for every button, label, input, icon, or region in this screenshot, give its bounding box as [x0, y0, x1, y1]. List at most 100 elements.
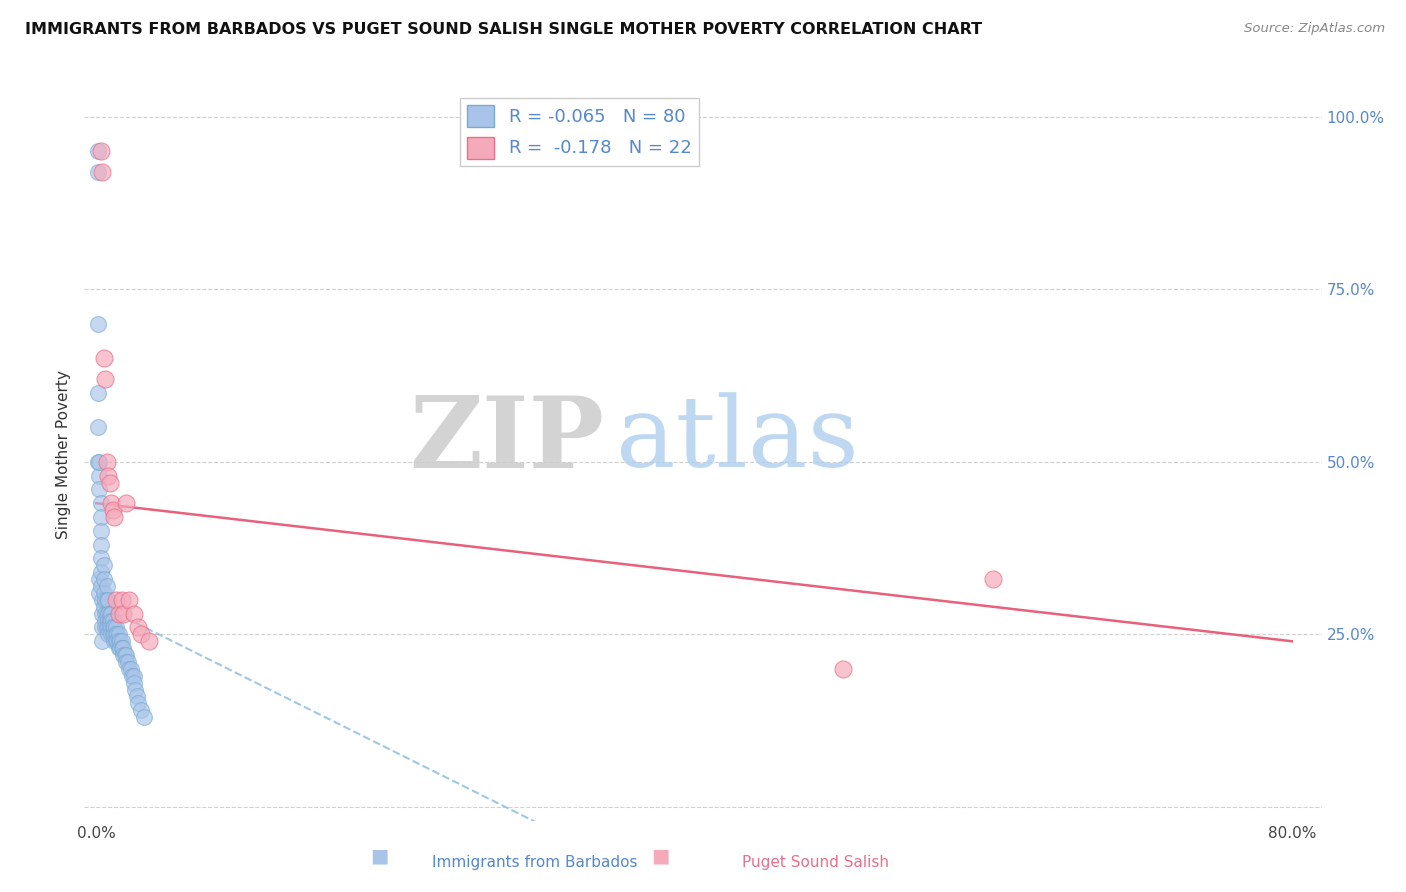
Point — [98, 614, 121, 628]
Point — [115, 496, 138, 510]
Point — [100, 627, 122, 641]
Point — [96, 455, 118, 469]
Point — [90, 510, 112, 524]
Point — [122, 675, 145, 690]
Point — [97, 614, 120, 628]
Point — [90, 579, 112, 593]
Point — [101, 614, 124, 628]
Point — [87, 165, 110, 179]
Text: ■: ■ — [370, 847, 389, 865]
Point — [134, 710, 156, 724]
Point — [101, 503, 124, 517]
Point — [98, 475, 121, 490]
Point — [124, 682, 146, 697]
Point — [87, 145, 110, 159]
Point — [100, 496, 122, 510]
Point — [981, 572, 1004, 586]
Point — [87, 385, 110, 400]
Point — [87, 420, 110, 434]
Point — [98, 620, 121, 634]
Point — [138, 634, 160, 648]
Point — [120, 662, 142, 676]
Point — [107, 607, 129, 621]
Point — [100, 607, 122, 621]
Point — [122, 669, 145, 683]
Point — [118, 662, 141, 676]
Point — [91, 592, 114, 607]
Point — [97, 592, 120, 607]
Point — [112, 648, 135, 662]
Point — [111, 634, 134, 648]
Point — [101, 620, 124, 634]
Text: ZIP: ZIP — [409, 392, 605, 489]
Point — [121, 669, 143, 683]
Point — [94, 372, 117, 386]
Point — [93, 572, 115, 586]
Point — [87, 455, 110, 469]
Point — [94, 592, 117, 607]
Point — [104, 620, 127, 634]
Point — [105, 627, 128, 641]
Point — [118, 592, 141, 607]
Point — [100, 620, 122, 634]
Point — [112, 641, 135, 656]
Text: Immigrants from Barbados: Immigrants from Barbados — [432, 855, 637, 870]
Text: IMMIGRANTS FROM BARBADOS VS PUGET SOUND SALISH SINGLE MOTHER POVERTY CORRELATION: IMMIGRANTS FROM BARBADOS VS PUGET SOUND … — [25, 22, 983, 37]
Text: ■: ■ — [651, 847, 671, 865]
Point — [122, 607, 145, 621]
Point — [129, 703, 152, 717]
Point — [96, 607, 118, 621]
Point — [101, 627, 124, 641]
Point — [87, 317, 110, 331]
Point — [97, 620, 120, 634]
Point — [90, 496, 112, 510]
Point — [112, 607, 135, 621]
Point — [100, 614, 122, 628]
Y-axis label: Single Mother Poverty: Single Mother Poverty — [56, 370, 72, 540]
Point — [129, 627, 152, 641]
Point — [107, 634, 129, 648]
Point — [91, 165, 114, 179]
Point — [103, 620, 125, 634]
Point — [91, 620, 114, 634]
Point — [127, 620, 149, 634]
Point — [111, 592, 134, 607]
Point — [89, 468, 111, 483]
Point — [89, 483, 111, 497]
Point — [110, 641, 132, 656]
Point — [107, 641, 129, 656]
Point — [89, 586, 111, 600]
Point — [115, 648, 138, 662]
Point — [93, 599, 115, 614]
Point — [96, 592, 118, 607]
Text: Puget Sound Salish: Puget Sound Salish — [742, 855, 889, 870]
Point — [90, 524, 112, 538]
Point — [103, 510, 125, 524]
Legend: R = -0.065   N = 80, R =  -0.178   N = 22: R = -0.065 N = 80, R = -0.178 N = 22 — [460, 98, 699, 166]
Point — [96, 620, 118, 634]
Point — [104, 627, 127, 641]
Point — [94, 607, 117, 621]
Point — [115, 655, 138, 669]
Point — [110, 634, 132, 648]
Point — [90, 538, 112, 552]
Point — [93, 558, 115, 573]
Point — [97, 468, 120, 483]
Point — [89, 455, 111, 469]
Point — [94, 620, 117, 634]
Point — [104, 592, 127, 607]
Point — [125, 690, 148, 704]
Point — [90, 566, 112, 580]
Point — [832, 662, 855, 676]
Point — [104, 634, 127, 648]
Point — [117, 655, 139, 669]
Point — [103, 627, 125, 641]
Point — [98, 607, 121, 621]
Point — [97, 607, 120, 621]
Text: Source: ZipAtlas.com: Source: ZipAtlas.com — [1244, 22, 1385, 36]
Point — [114, 648, 136, 662]
Point — [105, 634, 128, 648]
Point — [96, 579, 118, 593]
Point — [111, 641, 134, 656]
Point — [90, 145, 112, 159]
